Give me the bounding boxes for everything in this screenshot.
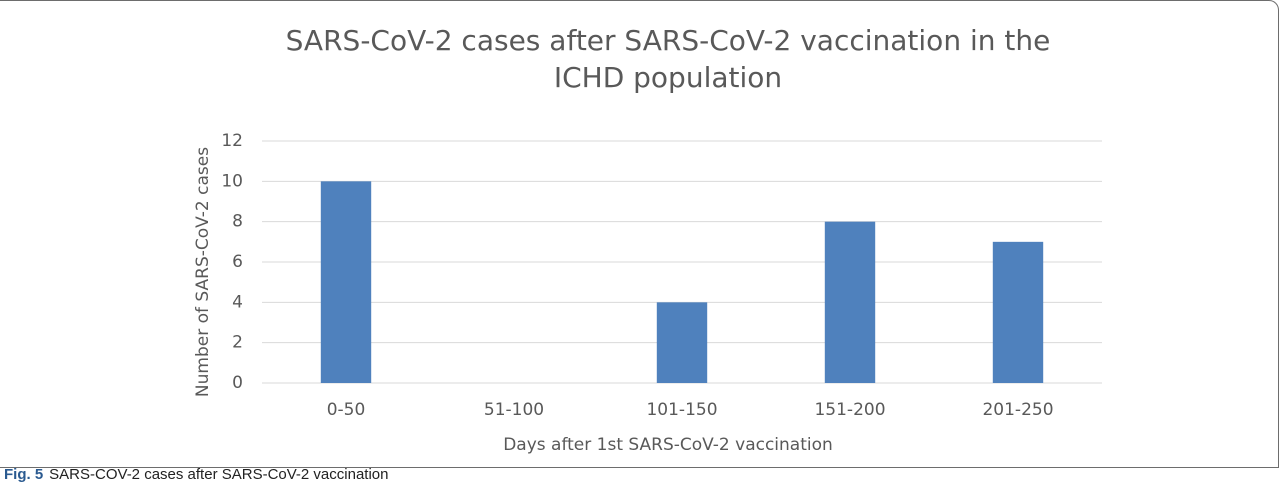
bar	[824, 221, 876, 383]
bar	[656, 302, 708, 383]
y-tick-label: 12	[221, 131, 243, 151]
x-tick-label: 201-250	[982, 400, 1053, 420]
y-tick-label: 0	[232, 373, 243, 393]
y-tick-label: 6	[232, 252, 243, 272]
x-tick-label: 101-150	[646, 400, 717, 420]
figure-frame	[0, 0, 1279, 468]
x-tick-label: 0-50	[327, 400, 366, 420]
bar	[320, 181, 372, 383]
y-tick-label: 2	[232, 333, 243, 353]
chart: Days after 1st SARS-CoV-2 vaccination Nu…	[193, 131, 1102, 455]
y-axis-label: Number of SARS-CoV-2 cases	[193, 147, 213, 397]
x-axis-label: Days after 1st SARS-CoV-2 vaccination	[503, 435, 833, 455]
chart-title: SARS-CoV-2 cases after SARS-CoV-2 vaccin…	[285, 24, 1051, 94]
y-tick-label: 10	[221, 171, 243, 191]
caption-text: SARS-COV-2 cases after SARS-CoV-2 vaccin…	[49, 466, 389, 483]
y-tick-label: 4	[232, 292, 243, 312]
bar	[992, 241, 1044, 383]
x-tick-label: 151-200	[814, 400, 885, 420]
y-tick-label: 8	[232, 212, 243, 232]
x-tick-label: 51-100	[484, 400, 544, 420]
caption: Fig. 5 SARS-COV-2 cases after SARS-CoV-2 …	[4, 466, 388, 483]
caption-label: Fig. 5	[4, 466, 44, 483]
